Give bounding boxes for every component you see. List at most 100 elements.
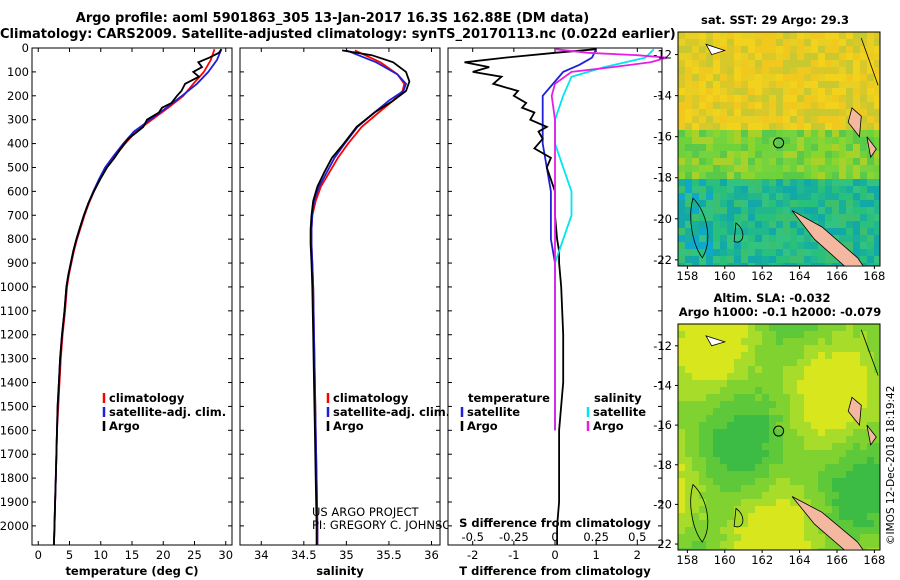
map-cell xyxy=(776,95,783,102)
map-cell xyxy=(867,541,874,548)
map-cell xyxy=(713,534,720,541)
map-cell xyxy=(720,443,727,450)
map-cell xyxy=(811,249,818,256)
map-cell xyxy=(713,102,720,109)
salinity-panel: 34 34.5 35 35.5 36salinityclimatologysatelli… xyxy=(239,47,460,578)
map-cell xyxy=(734,436,741,443)
y-tick-label: -22 xyxy=(653,537,672,551)
map-cell xyxy=(818,450,825,457)
map-cell xyxy=(727,158,734,165)
map-cell xyxy=(825,67,832,74)
map-cell xyxy=(811,394,818,401)
map-cell xyxy=(804,249,811,256)
map-cell xyxy=(678,450,685,457)
map-cell xyxy=(797,457,804,464)
map-cell xyxy=(755,221,762,228)
map-cell xyxy=(825,485,832,492)
map-cell xyxy=(790,520,797,527)
map-cell xyxy=(874,200,880,207)
map-cell xyxy=(853,67,860,74)
map-cell xyxy=(699,359,706,366)
map-cell xyxy=(706,359,713,366)
map-cell xyxy=(804,380,811,387)
map-cell xyxy=(825,207,832,214)
map-cell xyxy=(832,541,839,548)
map-cell xyxy=(748,158,755,165)
map-cell xyxy=(762,506,769,513)
map-cell xyxy=(734,109,741,116)
map-cell xyxy=(874,102,880,109)
legend-label: Argo xyxy=(333,419,364,433)
map-cell xyxy=(846,158,853,165)
map-cell xyxy=(825,352,832,359)
map-cell xyxy=(783,32,790,39)
map-cell xyxy=(776,172,783,179)
map-cell xyxy=(706,74,713,81)
map-cell xyxy=(797,359,804,366)
map-cell xyxy=(797,137,804,144)
map-cell xyxy=(748,443,755,450)
map-cell xyxy=(762,249,769,256)
map-cell xyxy=(692,193,699,200)
map-cell xyxy=(776,207,783,214)
map-cell xyxy=(783,541,790,548)
map-cell xyxy=(818,193,825,200)
map-cell xyxy=(811,179,818,186)
map-cell xyxy=(846,67,853,74)
map-cell xyxy=(678,415,685,422)
map-cell xyxy=(755,46,762,53)
map-cell xyxy=(860,506,867,513)
map-cell xyxy=(727,228,734,235)
map-cell xyxy=(762,151,769,158)
map-cell xyxy=(720,235,727,242)
map-cell xyxy=(797,130,804,137)
map-cell xyxy=(678,373,685,380)
map-cell xyxy=(797,485,804,492)
map-cell xyxy=(762,359,769,366)
map-cell xyxy=(860,165,867,172)
map-cell xyxy=(748,263,755,266)
map-cell xyxy=(685,221,692,228)
map-cell xyxy=(853,394,860,401)
map-cell xyxy=(692,380,699,387)
map-cell xyxy=(755,53,762,60)
map-cell xyxy=(818,324,825,331)
map-cell xyxy=(727,457,734,464)
map-cell xyxy=(832,366,839,373)
map-cell xyxy=(846,450,853,457)
map-cell xyxy=(685,394,692,401)
map-cell xyxy=(755,345,762,352)
map-cell xyxy=(769,408,776,415)
map-cell xyxy=(804,207,811,214)
map-cell xyxy=(685,338,692,345)
map-cell xyxy=(734,520,741,527)
map-cell xyxy=(839,137,846,144)
map-cell xyxy=(874,457,880,464)
map-cell xyxy=(783,81,790,88)
map-cell xyxy=(748,422,755,429)
map-cell xyxy=(776,130,783,137)
y-tick-label: -16 xyxy=(653,418,672,432)
map-cell xyxy=(825,373,832,380)
map-cell xyxy=(790,172,797,179)
map-cell xyxy=(699,527,706,534)
map-cell xyxy=(748,88,755,95)
map-cell xyxy=(832,130,839,137)
map-cell xyxy=(811,408,818,415)
map-cell xyxy=(874,207,880,214)
map-cell xyxy=(804,541,811,548)
map-cell xyxy=(818,263,825,266)
map-cell xyxy=(727,242,734,249)
map-cell xyxy=(846,228,853,235)
map-cell xyxy=(713,53,720,60)
island-shape xyxy=(847,396,862,427)
map-cell xyxy=(846,53,853,60)
map-cell xyxy=(860,186,867,193)
map-cell xyxy=(874,443,880,450)
reef-contour xyxy=(690,197,709,259)
map-cell xyxy=(741,345,748,352)
map-cell xyxy=(846,359,853,366)
map-cell xyxy=(783,39,790,46)
map-cell xyxy=(692,102,699,109)
map-cell xyxy=(720,53,727,60)
